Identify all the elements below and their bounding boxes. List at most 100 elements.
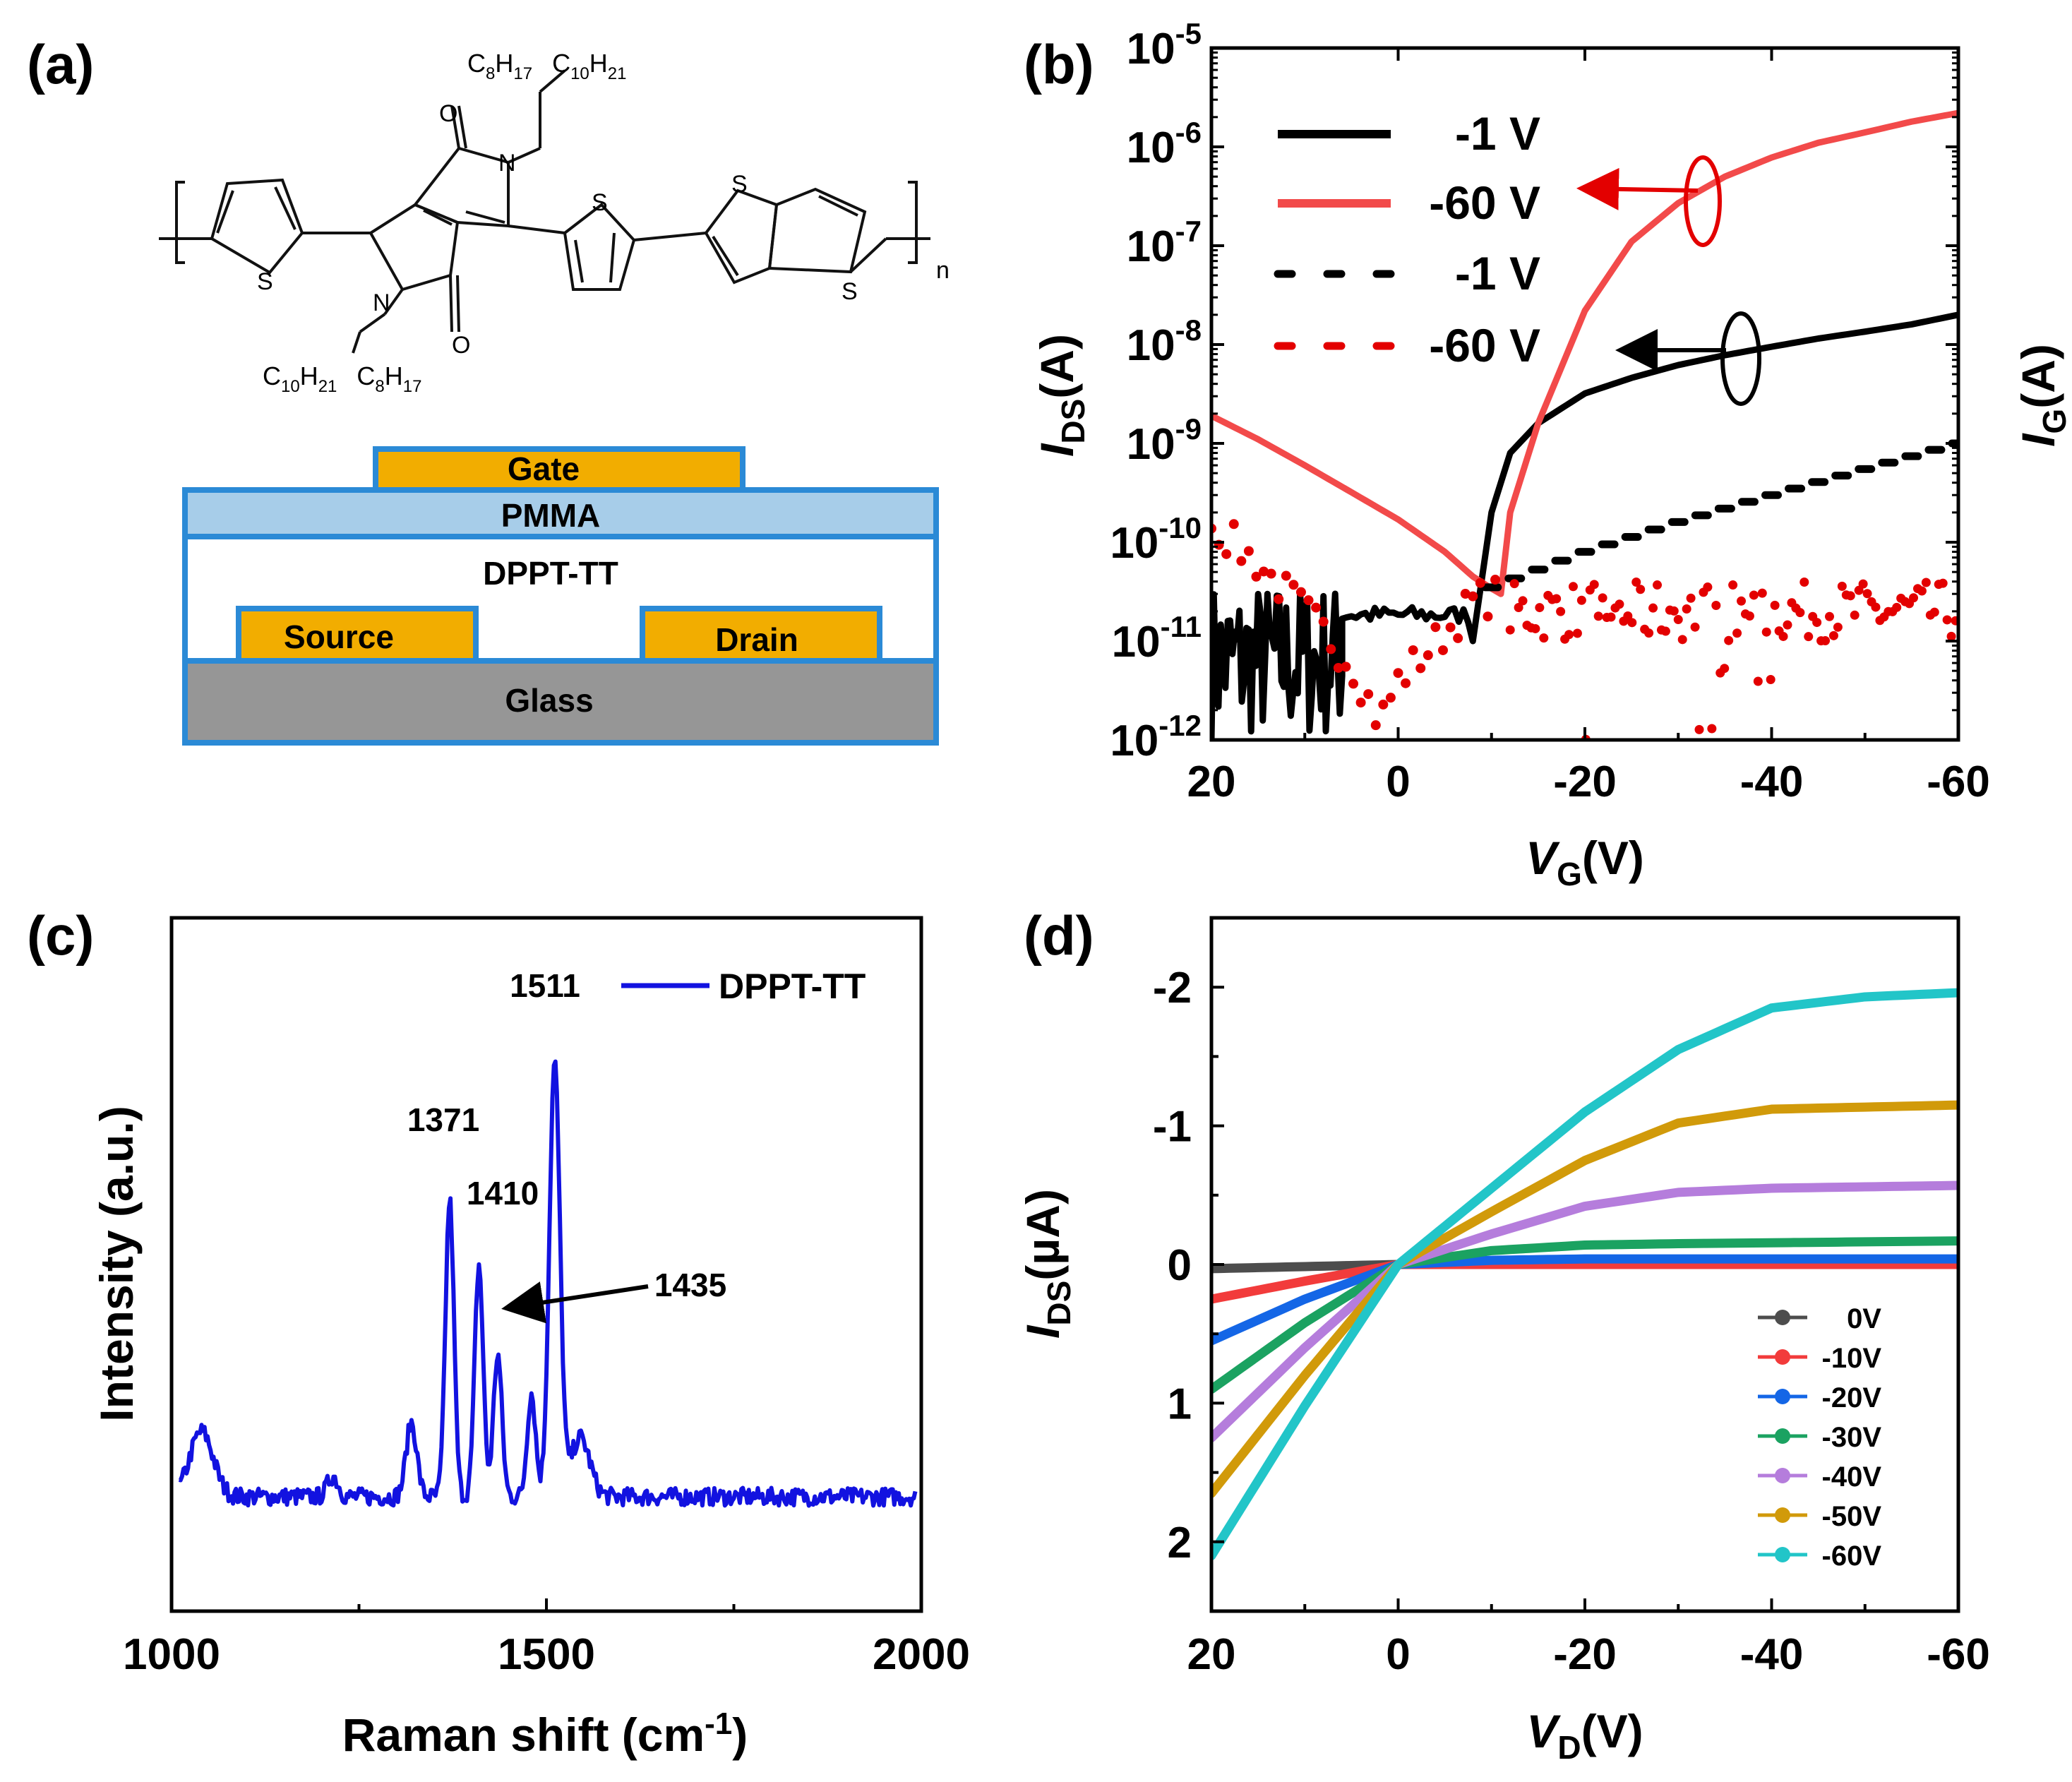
semiconductor-label: DPPT-TT	[483, 555, 618, 592]
b-point-ig-minus60v	[1509, 579, 1519, 589]
b-series-idsl-minus1v	[1211, 311, 1958, 740]
b-point-ig-minus60v	[1333, 662, 1343, 673]
svg-text:C10H21 C8H17: C10H21 C8H17	[263, 361, 421, 397]
b-point-ig-minus60v	[1295, 587, 1306, 597]
b-point-ig-minus60v	[1408, 645, 1418, 655]
panel-c-series	[178, 1059, 918, 1508]
b-xtick-label: -60	[1927, 758, 1990, 806]
b-point-ig-minus60v	[1690, 622, 1700, 632]
c-xtick-label: 1500	[498, 1630, 595, 1679]
b-point-ig-minus60v	[1783, 620, 1792, 630]
b-point-ig-minus60v	[1274, 594, 1284, 604]
atom-n-1: N	[498, 150, 516, 177]
thiophene-left-ring	[210, 178, 304, 275]
panel-d-ylabel: IDS(µA)	[1017, 1189, 1077, 1339]
b-xtick-label: 20	[1187, 758, 1236, 806]
panel-b-y2label: IG(A)	[2012, 344, 2072, 447]
b-point-ig-minus60v	[1623, 611, 1633, 621]
d-ytick-label: -2	[1153, 964, 1192, 1012]
pmma-layer	[182, 487, 939, 539]
d-xtick-label: -40	[1740, 1630, 1804, 1679]
b-point-ig-minus60v	[1535, 603, 1545, 613]
b-point-ig-minus60v	[1837, 581, 1847, 591]
b-point-ig-minus60v	[1251, 571, 1262, 582]
source-label: Source	[284, 618, 394, 655]
b-point-ig-minus60v	[1770, 600, 1780, 610]
panel-b: (b) 20 0 -20 -40 -60 10-12 10-11 10-10 10-9 10-8 1…	[1024, 17, 2072, 892]
bracket-right	[908, 181, 918, 264]
chemical-atoms: S S S S N N O O n	[257, 100, 950, 359]
d-series-60vv	[1211, 988, 1958, 1560]
b-point-ig-minus60v	[1318, 616, 1329, 627]
b-point-ig-minus60v	[1539, 633, 1549, 643]
b-point-ig-minus60v	[1850, 610, 1860, 620]
b-point-ig-minus60v	[1644, 628, 1654, 638]
c-peak-label: 1511	[510, 967, 580, 1004]
source-electrode	[236, 606, 479, 664]
b-ytick-label: 10-9	[1127, 412, 1202, 469]
b-legend-label: -60 V	[1429, 177, 1540, 229]
d-legend-swatch-marker	[1775, 1468, 1790, 1483]
b-legend-label: -1 V	[1455, 107, 1540, 160]
panel-c-label: (c)	[27, 904, 94, 967]
b-point-ig-minus60v	[1564, 630, 1574, 640]
b-point-ig-minus60v	[1518, 596, 1528, 606]
d-xtick-label: -20	[1553, 1630, 1617, 1679]
b-point-ig-minus60v	[1505, 625, 1515, 635]
b-point-ig-minus60v	[1236, 556, 1247, 566]
b-point-ig-minus60v	[1288, 580, 1299, 590]
d-xtick-label: -60	[1927, 1630, 1990, 1679]
d-xtick-label: 20	[1187, 1630, 1236, 1679]
svg-text:C8H17 C10H21: C8H17 C10H21	[467, 49, 626, 85]
atom-o-1: O	[439, 100, 457, 127]
b-point-ig-minus60v	[1514, 603, 1523, 613]
b-point-ig-minus60v	[1812, 618, 1822, 628]
d-series-50vv	[1211, 1100, 1958, 1498]
d-legend-label: -50V	[1822, 1501, 1882, 1532]
dpp-ring-left	[369, 203, 460, 292]
b-point-ig-minus60v	[1824, 611, 1834, 621]
panel-d-ticks: 20 0 -20 -40 -60 -2 -1 0 1 2	[1153, 964, 1990, 1679]
b-point-ig-minus60v	[1744, 611, 1754, 621]
atom-s-4: S	[842, 278, 858, 305]
bracket-left	[175, 181, 185, 264]
b-point-ig-minus60v	[1598, 593, 1607, 603]
b-point-ig-minus60v	[1348, 678, 1359, 689]
d-xtick-label: 0	[1386, 1630, 1410, 1679]
panel-c-legend: DPPT-TT	[621, 967, 866, 1006]
b-point-ig-minus60v	[1917, 586, 1927, 596]
atom-s-1: S	[257, 268, 273, 295]
b-point-ig-minus60v	[1833, 622, 1843, 632]
b-point-ig-minus60v	[1909, 593, 1919, 603]
pmma-label: PMMA	[501, 497, 601, 534]
panel-b-legend: -1 V -60 V -1 V -60 V	[1274, 107, 1540, 371]
b-point-ig-minus60v	[1615, 599, 1624, 609]
b-point-ig-minus60v	[1757, 588, 1767, 598]
b-series-ig-minus1v	[1481, 439, 1958, 592]
b-point-ig-minus60v	[1673, 615, 1683, 625]
b-point-ig-minus60v	[1720, 664, 1730, 674]
b-point-ig-minus60v	[1355, 698, 1366, 708]
d-legend-label: -40V	[1822, 1461, 1882, 1493]
repeat-n: n	[936, 257, 950, 284]
b-point-ig-minus60v	[1858, 579, 1868, 589]
b-point-ig-minus60v	[1677, 635, 1687, 645]
legend-label-dppt-tt: DPPT-TT	[719, 967, 866, 1006]
b-point-ig-minus60v	[1531, 623, 1540, 633]
b-point-ig-minus60v	[1732, 628, 1742, 638]
b-point-ig-minus60v	[1652, 580, 1662, 590]
b-point-ig-minus60v	[1821, 635, 1831, 645]
b-point-ig-minus60v	[1636, 585, 1646, 594]
atom-o-2: O	[452, 332, 470, 359]
c-series-dppt-tt	[178, 1059, 918, 1508]
b-point-ig-minus60v	[1804, 632, 1814, 642]
b-point-ig-minus60v	[1627, 618, 1637, 628]
dpp-ring-right	[412, 146, 510, 228]
gate-label: Gate	[508, 450, 580, 487]
b-point-ig-minus60v	[1862, 589, 1872, 599]
b-point-ig-minus60v	[1303, 595, 1314, 606]
b-point-ig-minus60v	[1437, 645, 1448, 655]
b-point-ig-minus60v	[1946, 631, 1956, 641]
b-point-ig-minus60v	[1311, 602, 1322, 613]
b-point-ig-minus60v	[1556, 606, 1566, 616]
